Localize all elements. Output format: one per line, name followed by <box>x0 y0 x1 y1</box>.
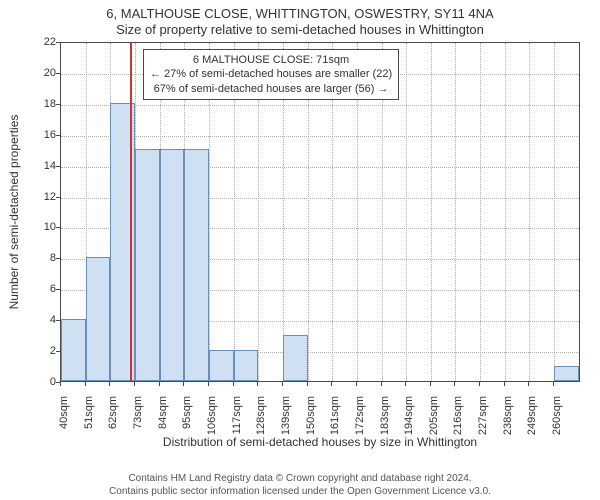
xtick-label: 194sqm <box>403 396 415 435</box>
xtick-mark <box>356 382 357 386</box>
chart-titles: 6, MALTHOUSE CLOSE, WHITTINGTON, OSWESTR… <box>0 0 600 39</box>
gridline-h <box>61 105 579 106</box>
xtick-label: 150sqm <box>305 396 317 435</box>
xtick-label: 172sqm <box>354 396 366 435</box>
xtick-label: 40sqm <box>58 396 70 429</box>
histogram-bar <box>234 350 259 381</box>
ytick-mark <box>56 289 60 290</box>
ytick-mark <box>56 258 60 259</box>
gridline-v <box>529 43 530 381</box>
ytick-label: 0 <box>38 376 56 388</box>
xtick-label: 51sqm <box>83 396 95 429</box>
ytick-mark <box>56 42 60 43</box>
xtick-mark <box>257 382 258 386</box>
histogram-bar <box>184 149 209 381</box>
ytick-label: 20 <box>38 67 56 79</box>
ytick-label: 8 <box>38 252 56 264</box>
xtick-mark <box>282 382 283 386</box>
xtick-label: 216sqm <box>452 396 464 435</box>
chart-title-sub: Size of property relative to semi-detach… <box>0 22 600 38</box>
ytick-mark <box>56 73 60 74</box>
histogram-bar <box>86 257 111 381</box>
ytick-label: 22 <box>38 36 56 48</box>
x-axis-label: Distribution of semi-detached houses by … <box>60 435 580 449</box>
histogram-bar <box>135 149 160 381</box>
xtick-label: 95sqm <box>181 396 193 429</box>
ytick-mark <box>56 135 60 136</box>
xtick-label: 183sqm <box>379 396 391 435</box>
histogram-bar <box>554 366 579 381</box>
ytick-label: 6 <box>38 283 56 295</box>
ytick-label: 2 <box>38 345 56 357</box>
chart-title-main: 6, MALTHOUSE CLOSE, WHITTINGTON, OSWESTR… <box>0 6 600 22</box>
xtick-label: 161sqm <box>329 396 341 435</box>
xtick-mark <box>405 382 406 386</box>
histogram-bar <box>61 319 86 381</box>
xtick-mark <box>381 382 382 386</box>
xtick-mark <box>528 382 529 386</box>
ytick-mark <box>56 227 60 228</box>
xtick-label: 117sqm <box>231 396 243 434</box>
annotation-line1: 6 MALTHOUSE CLOSE: 71sqm <box>150 53 392 67</box>
xtick-mark <box>85 382 86 386</box>
y-axis-label: Number of semi-detached properties <box>7 115 21 310</box>
chart-container: 6, MALTHOUSE CLOSE, WHITTINGTON, OSWESTR… <box>0 0 600 500</box>
gridline-v <box>480 43 481 381</box>
ytick-mark <box>56 197 60 198</box>
marker-line <box>130 43 132 381</box>
xtick-label: 227sqm <box>477 396 489 435</box>
xtick-mark <box>134 382 135 386</box>
histogram-bar <box>160 149 185 381</box>
xtick-label: 84sqm <box>157 396 169 429</box>
ytick-label: 18 <box>38 98 56 110</box>
xtick-mark <box>208 382 209 386</box>
ytick-mark <box>56 320 60 321</box>
histogram-bar <box>283 335 308 381</box>
xtick-mark <box>307 382 308 386</box>
footer-line2: Contains public sector information licen… <box>0 485 600 498</box>
gridline-v <box>554 43 555 381</box>
gridline-v <box>406 43 407 381</box>
gridline-v <box>455 43 456 381</box>
xtick-mark <box>109 382 110 386</box>
annotation-box: 6 MALTHOUSE CLOSE: 71sqm ← 27% of semi-d… <box>143 49 399 100</box>
xtick-mark <box>479 382 480 386</box>
xtick-mark <box>454 382 455 386</box>
xtick-mark <box>60 382 61 386</box>
histogram-bar <box>209 350 234 381</box>
xtick-mark <box>183 382 184 386</box>
xtick-mark <box>430 382 431 386</box>
xtick-label: 128sqm <box>255 396 267 435</box>
xtick-label: 73sqm <box>132 396 144 429</box>
xtick-label: 205sqm <box>428 396 440 435</box>
xtick-mark <box>331 382 332 386</box>
gridline-v <box>431 43 432 381</box>
plot-area: 6 MALTHOUSE CLOSE: 71sqm ← 27% of semi-d… <box>60 42 580 382</box>
xtick-mark <box>159 382 160 386</box>
footer: Contains HM Land Registry data © Crown c… <box>0 472 600 498</box>
xtick-label: 260sqm <box>551 396 563 435</box>
ytick-mark <box>56 104 60 105</box>
ytick-label: 12 <box>38 191 56 203</box>
ytick-label: 14 <box>38 160 56 172</box>
xtick-mark <box>504 382 505 386</box>
xtick-label: 62sqm <box>107 396 119 429</box>
xtick-label: 238sqm <box>502 396 514 435</box>
ytick-mark <box>56 351 60 352</box>
xtick-mark <box>553 382 554 386</box>
ytick-label: 4 <box>38 314 56 326</box>
annotation-line3: 67% of semi-detached houses are larger (… <box>150 82 392 96</box>
xtick-mark <box>233 382 234 386</box>
gridline-h <box>61 136 579 137</box>
annotation-line2: ← 27% of semi-detached houses are smalle… <box>150 67 392 81</box>
xtick-label: 249sqm <box>526 396 538 435</box>
footer-line1: Contains HM Land Registry data © Crown c… <box>0 472 600 485</box>
xtick-label: 139sqm <box>280 396 292 435</box>
xtick-label: 106sqm <box>206 396 218 435</box>
gridline-v <box>505 43 506 381</box>
ytick-label: 16 <box>38 129 56 141</box>
ytick-mark <box>56 166 60 167</box>
ytick-label: 10 <box>38 221 56 233</box>
